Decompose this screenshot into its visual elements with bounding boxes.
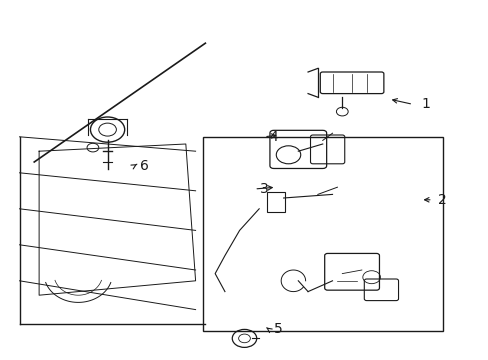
- Text: 6: 6: [140, 159, 148, 172]
- Bar: [203, 137, 442, 331]
- Text: 1: 1: [420, 98, 429, 111]
- Text: 3: 3: [259, 182, 268, 196]
- Text: 5: 5: [274, 323, 283, 336]
- Text: 2: 2: [437, 193, 446, 207]
- Text: 4: 4: [269, 130, 278, 144]
